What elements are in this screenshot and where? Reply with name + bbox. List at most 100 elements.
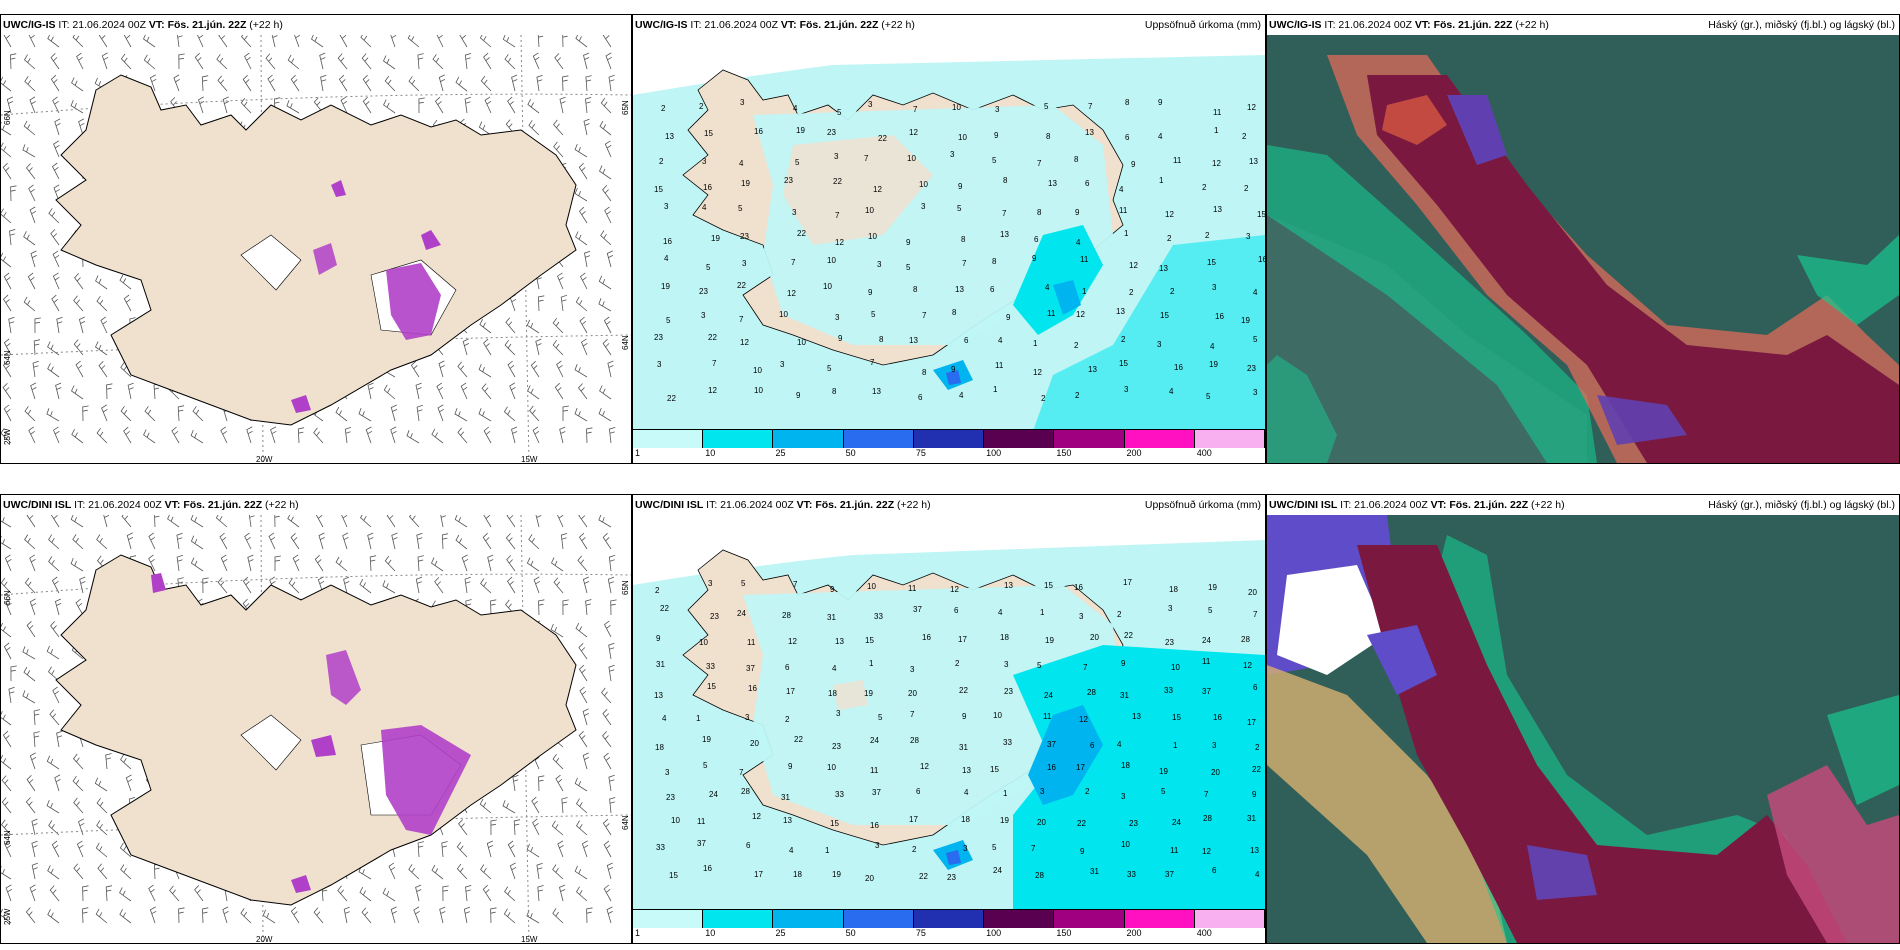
wind-barb	[48, 534, 60, 550]
precip-value-label: 2	[1242, 132, 1247, 141]
panel-header: UWC/DINI ISL IT: 21.06.2024 00Z VT: Fös.…	[1267, 495, 1899, 515]
wind-barb	[97, 863, 108, 880]
wind-barb	[194, 52, 204, 70]
legend-color-box	[984, 910, 1055, 928]
wind-barb	[506, 515, 516, 528]
wind-barb	[24, 534, 36, 550]
lat-label-right: 64N	[621, 335, 630, 350]
wind-barb	[505, 533, 516, 550]
wind-barb	[70, 557, 84, 572]
wind-barb	[458, 819, 468, 836]
wind-barb	[551, 820, 564, 836]
wind-barb	[34, 317, 41, 334]
precip-value-label: 4	[1119, 185, 1124, 194]
wind-barb	[490, 819, 497, 836]
wind-barb	[194, 885, 204, 902]
wind-barb	[438, 74, 446, 92]
wind-barb	[22, 144, 36, 158]
precip-value-label: 3	[1079, 612, 1084, 621]
precip-value-label: 7	[1083, 663, 1088, 672]
wind-barb	[361, 53, 372, 70]
wind-barb	[201, 75, 209, 92]
lead-time: (+22 h)	[881, 19, 915, 31]
wind-map-panel-bottom: UWC/DINI ISL IT: 21.06.2024 00Z VT: Fös.…	[0, 494, 632, 944]
precip-value-label: 10	[865, 206, 874, 215]
precip-value-label: 5	[957, 204, 962, 213]
precip-value-label: 15	[830, 819, 839, 828]
init-time: IT: 21.06.2024 00Z	[1340, 499, 1428, 511]
wind-barb	[533, 576, 541, 594]
wind-barb	[483, 338, 492, 356]
wind-barb	[220, 426, 228, 444]
precip-value-label: 11	[697, 817, 706, 826]
wind-barb	[1, 252, 12, 268]
wind-barb	[31, 862, 38, 880]
valid-time: VT: Fös. 21.jún. 22Z	[1414, 19, 1513, 31]
wind-barb	[575, 798, 588, 814]
wind-barb	[560, 533, 568, 550]
wind-barb	[532, 818, 540, 836]
precip-value-label: 4	[1045, 283, 1050, 292]
wind-barb	[598, 298, 612, 312]
precip-value-label: 31	[1247, 814, 1256, 823]
precip-value-label: 3	[1168, 604, 1173, 613]
precip-value-label: 8	[922, 368, 927, 377]
wind-barb	[31, 840, 38, 858]
wind-barb	[30, 382, 37, 400]
precip-value-label: 2	[1129, 288, 1134, 297]
wind-barb	[56, 316, 63, 334]
precip-value-label: 16	[870, 821, 879, 830]
wind-barb	[578, 643, 588, 660]
wind-barb	[25, 163, 36, 180]
precip-value-label: 9	[1121, 659, 1126, 668]
precip-value-label: 9	[1075, 208, 1080, 217]
precip-value-label: 3	[657, 360, 662, 369]
precip-value-label: 22	[919, 872, 928, 881]
wind-barb	[560, 294, 568, 312]
precip-value-label: 18	[961, 815, 970, 824]
precip-value-label: 13	[1132, 712, 1141, 721]
wind-barb	[535, 515, 542, 528]
precip-value-label: 3	[950, 150, 955, 159]
wind-barb	[23, 296, 36, 312]
precip-value-label: 8	[832, 387, 837, 396]
wind-barb	[50, 74, 60, 92]
precip-value-label: 23	[1247, 364, 1256, 373]
precip-value-label: 2	[1205, 231, 1210, 240]
wind-barb	[74, 273, 84, 290]
precip-value-label: 1	[1040, 608, 1045, 617]
panel-header: UWC/DINI ISL IT: 21.06.2024 00Z VT: Fös.…	[1, 495, 631, 515]
panel-title: Háský (gr.), miðský (fj.bl.) og lágský (…	[1708, 19, 1895, 31]
wind-barb	[608, 642, 615, 660]
wind-barb	[98, 35, 108, 48]
precip-value-label: 2	[912, 845, 917, 854]
wind-barb	[2, 383, 12, 400]
wind-barb	[505, 317, 516, 334]
precip-value-label: 16	[703, 864, 712, 873]
precip-value-label: 33	[835, 790, 844, 799]
precip-value-label: 13	[654, 691, 663, 700]
wind-barb	[3, 642, 12, 660]
precip-value-label: 6	[1085, 179, 1090, 188]
wind-barb	[574, 408, 588, 422]
precip-value-label: 15	[669, 871, 678, 880]
precip-value-label: 33	[1003, 738, 1012, 747]
wind-barb	[562, 35, 568, 48]
precip-value-label: 13	[835, 637, 844, 646]
precip-value-label: 10	[919, 180, 928, 189]
wind-barb	[536, 862, 543, 880]
wind-barb	[457, 361, 468, 378]
wind-barb	[341, 515, 348, 528]
precip-value-label: 9	[868, 288, 873, 297]
precip-value-label: 8	[879, 335, 884, 344]
wind-barb	[417, 841, 424, 858]
legend-color-box	[633, 910, 704, 928]
legend-color-box	[984, 430, 1055, 448]
wind-barb	[123, 294, 132, 312]
wind-barb	[106, 383, 113, 400]
wind-barb	[248, 515, 255, 528]
wind-barb	[552, 908, 564, 924]
precip-value-label: 7	[922, 311, 927, 320]
wind-barb	[383, 99, 396, 114]
wind-barb	[319, 52, 326, 70]
